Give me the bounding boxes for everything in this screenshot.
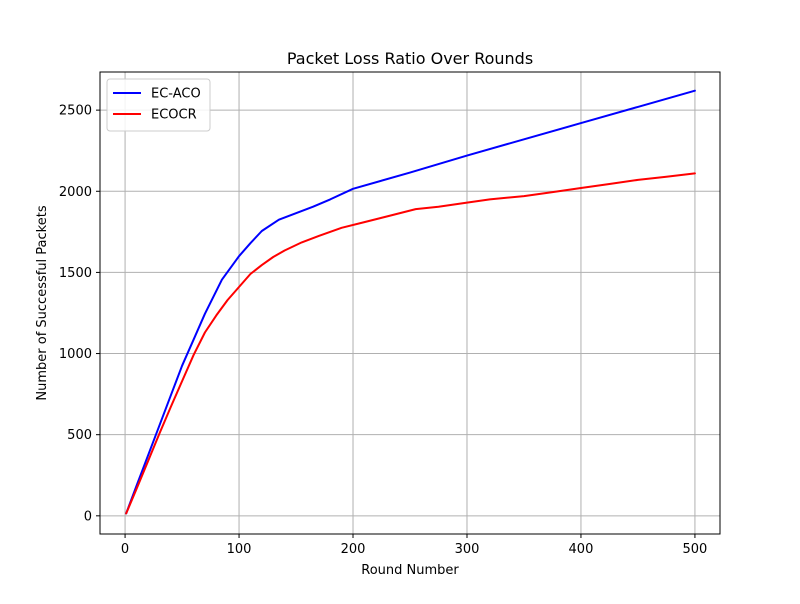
- chart-title: Packet Loss Ratio Over Rounds: [287, 49, 533, 68]
- y-tick-label: 1500: [59, 266, 92, 281]
- x-tick-label: 200: [341, 542, 366, 557]
- y-tick-label: 2500: [59, 104, 92, 119]
- x-tick-label: 300: [455, 542, 480, 557]
- y-tick-label: 500: [67, 428, 92, 443]
- x-tick-label: 0: [121, 542, 129, 557]
- y-axis-title: Number of Successful Packets: [35, 205, 50, 400]
- legend-label-ec-aco: EC-ACO: [151, 87, 201, 102]
- y-axis-ticks: 0 500 1000 1500 2000 2500: [59, 104, 100, 524]
- series-lines: [125, 89, 696, 515]
- x-tick-label: 400: [569, 542, 594, 557]
- x-tick-label: 100: [227, 542, 252, 557]
- x-tick-label: 500: [683, 542, 708, 557]
- x-axis-title: Round Number: [361, 563, 459, 578]
- y-tick-label: 1000: [59, 347, 92, 362]
- x-axis-ticks: 0 100 200 300 400 500: [121, 534, 707, 557]
- legend-label-ecocr: ECOCR: [151, 108, 197, 123]
- series-line-ecocr: [125, 172, 696, 515]
- grid-lines: [100, 72, 720, 534]
- plot-frame: [99, 71, 721, 535]
- y-tick-label: 0: [84, 509, 92, 524]
- y-tick-label: 2000: [59, 185, 92, 200]
- legend: EC-ACO ECOCR: [106, 78, 211, 132]
- series-line-ec-aco: [125, 89, 696, 515]
